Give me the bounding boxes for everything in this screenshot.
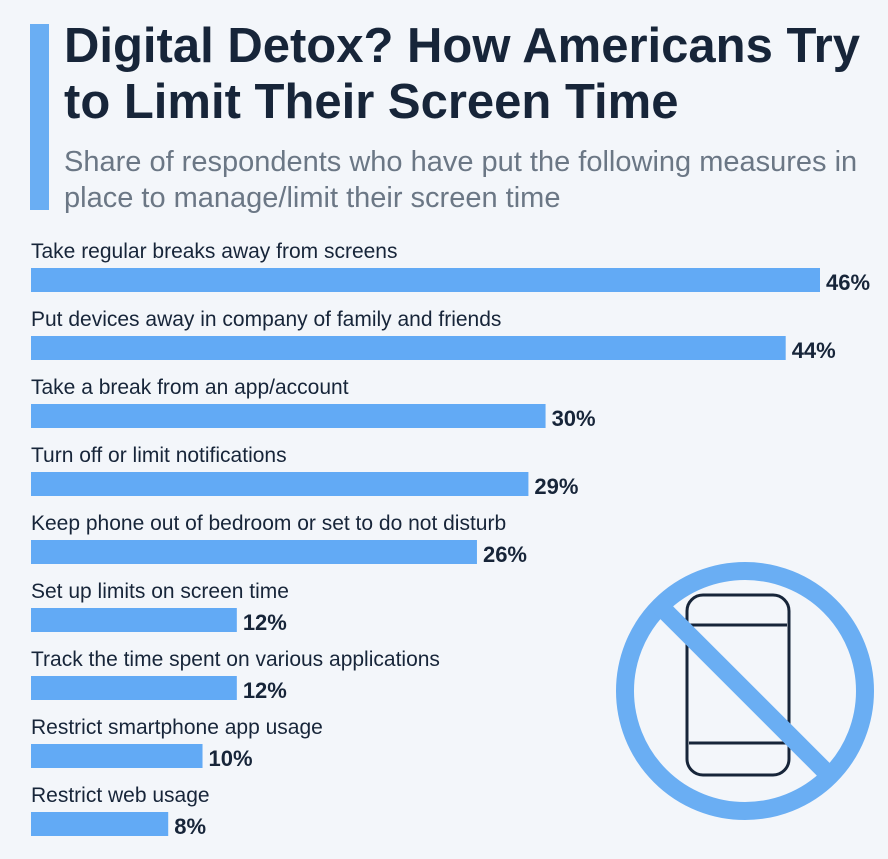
category-label: Track the time spent on various applicat… [31, 648, 440, 671]
value-label: 30% [552, 406, 596, 431]
no-phone-icon [616, 562, 874, 820]
category-label: Set up limits on screen time [31, 580, 289, 603]
value-label: 12% [243, 678, 287, 703]
value-label: 10% [209, 746, 253, 771]
value-label: 44% [792, 338, 836, 363]
prohibition-circle [616, 562, 874, 820]
value-label: 46% [826, 270, 870, 295]
bar [31, 268, 820, 292]
bar [31, 608, 237, 632]
bar [31, 336, 786, 360]
category-label: Take regular breaks away from screens [31, 240, 398, 263]
bar [31, 472, 529, 496]
phone-outline [685, 593, 791, 777]
value-label: 26% [483, 542, 527, 567]
category-label: Restrict web usage [31, 784, 210, 807]
category-label: Take a break from an app/account [31, 376, 349, 399]
chart-title: Digital Detox? How Americans Try to Limi… [64, 19, 860, 129]
value-label: 29% [534, 474, 578, 499]
category-label: Restrict smartphone app usage [31, 716, 323, 739]
bar [31, 744, 203, 768]
bar [31, 404, 546, 428]
category-label: Turn off or limit notifications [31, 444, 287, 467]
prohibition-slash [653, 599, 837, 783]
category-label: Keep phone out of bedroom or set to do n… [31, 512, 506, 535]
chart-subtitle: Share of respondents who have put the fo… [64, 146, 858, 214]
bar [31, 676, 237, 700]
bar [31, 812, 169, 836]
title-accent-bar [30, 24, 49, 210]
value-label: 12% [243, 610, 287, 635]
value-label: 8% [174, 814, 206, 839]
bar [31, 540, 477, 564]
category-label: Put devices away in company of family an… [31, 308, 501, 331]
